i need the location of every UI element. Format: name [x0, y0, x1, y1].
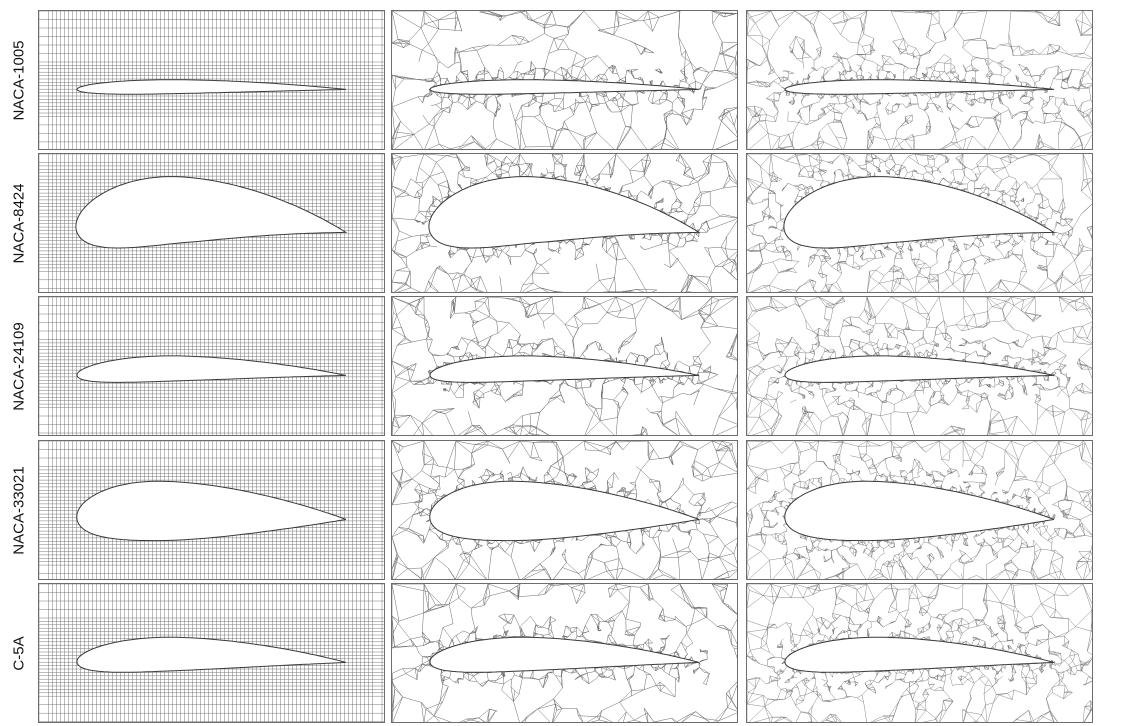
- fine-triangle-mesh-lines: [747, 11, 1092, 149]
- mesh-panel-quad: [38, 153, 385, 293]
- mesh-drawing: [39, 11, 384, 149]
- airfoil-name: C-5A: [10, 635, 28, 671]
- mesh-drawing: [747, 297, 1092, 435]
- mesh-panel-coarse: [391, 153, 738, 293]
- mesh-panel-fine: [746, 296, 1093, 436]
- mesh-panel-fine: [746, 153, 1093, 293]
- mesh-drawing: [39, 297, 384, 435]
- coarse-triangle-mesh-lines: [392, 154, 737, 292]
- airfoil-outline: [76, 636, 347, 673]
- mesh-drawing: [392, 11, 737, 149]
- mesh-drawing: [392, 584, 737, 722]
- airfoil-outline: [784, 480, 1055, 542]
- airfoil-outline: [429, 355, 700, 383]
- airfoil-name: NACA-1005: [10, 39, 28, 121]
- mesh-panel-quad: [38, 10, 385, 150]
- mesh-drawing: [392, 441, 737, 579]
- mesh-drawing: [747, 584, 1092, 722]
- coarse-triangle-mesh-lines: [392, 584, 737, 722]
- mesh-drawing: [39, 154, 384, 292]
- fine-triangle-mesh-lines: [747, 441, 1092, 579]
- fine-triangle-mesh-lines: [747, 584, 1092, 722]
- airfoil-outline: [429, 480, 700, 542]
- mesh-panel-quad: [38, 583, 385, 723]
- fine-triangle-mesh-lines: [747, 297, 1092, 435]
- mesh-drawing: [747, 441, 1092, 579]
- row-label-naca-33021: NACA-33021: [2, 440, 36, 580]
- airfoil-outline: [75, 176, 348, 249]
- mesh-drawing: [39, 584, 384, 722]
- airfoil-outline: [76, 79, 346, 95]
- mesh-drawing: [747, 154, 1092, 292]
- airfoil-outline: [76, 480, 347, 542]
- mesh-panel-coarse: [391, 296, 738, 436]
- airfoil-outline: [784, 636, 1055, 673]
- mesh-panel-quad: [38, 296, 385, 436]
- row-label-naca-8424: NACA-8424: [2, 153, 36, 293]
- row-label-naca-1005: NACA-1005: [2, 10, 36, 150]
- coarse-triangle-mesh-lines: [392, 297, 737, 435]
- mesh-panel-coarse: [391, 10, 738, 150]
- airfoil-name: NACA-24109: [10, 321, 28, 411]
- row-label-naca-24109: NACA-24109: [2, 296, 36, 436]
- fine-triangle-mesh-lines: [747, 154, 1092, 292]
- airfoil-outline: [428, 176, 701, 249]
- mesh-panel-coarse: [391, 440, 738, 580]
- mesh-panel-quad: [38, 440, 385, 580]
- airfoil-name: NACA-8424: [10, 182, 28, 264]
- airfoil-name: NACA-33021: [10, 465, 28, 555]
- airfoil-outline: [783, 176, 1056, 249]
- coarse-triangle-mesh-lines: [392, 441, 737, 579]
- airfoil-outline: [429, 636, 700, 673]
- airfoil-outline: [784, 355, 1055, 383]
- mesh-panel-fine: [746, 583, 1093, 723]
- airfoil-outline: [76, 355, 347, 383]
- mesh-drawing: [392, 154, 737, 292]
- mesh-panel-fine: [746, 10, 1093, 150]
- mesh-panel-coarse: [391, 583, 738, 723]
- mesh-drawing: [392, 297, 737, 435]
- mesh-drawing: [39, 441, 384, 579]
- row-label-c-5a: C-5A: [2, 583, 36, 723]
- airfoil-outline: [429, 79, 699, 95]
- airfoil-outline: [784, 79, 1054, 95]
- mesh-drawing: [747, 11, 1092, 149]
- mesh-panel-fine: [746, 440, 1093, 580]
